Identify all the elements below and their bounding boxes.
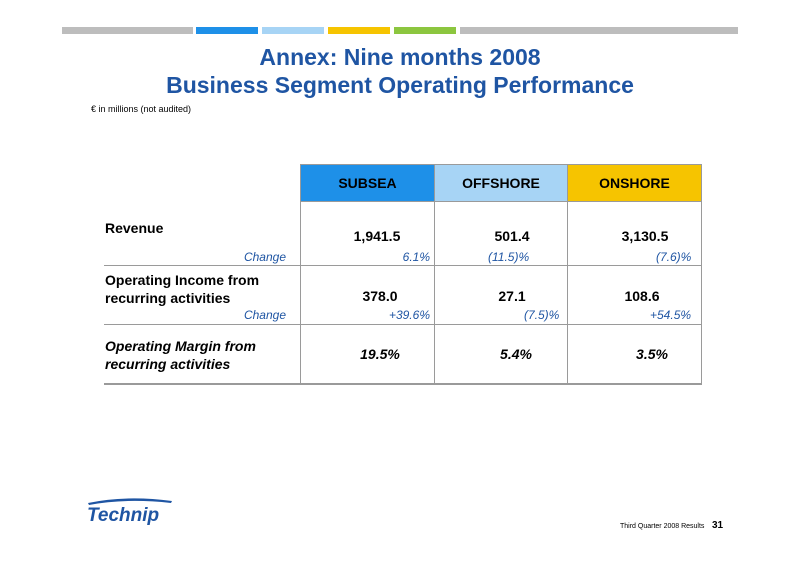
revenue-subsea: 1,941.5 xyxy=(353,228,401,244)
row1-divider xyxy=(104,265,701,266)
page-number: 31 xyxy=(712,520,724,531)
opincome-offshore: 27.1 xyxy=(498,288,526,304)
page-title-line1: Annex: Nine months 2008 xyxy=(259,44,541,70)
margin-offshore: 5.4% xyxy=(500,346,532,362)
row-label-revenue: Revenue xyxy=(105,220,164,236)
header-bottom-border xyxy=(301,201,701,202)
margin-subsea: 19.5% xyxy=(360,346,400,362)
row2-divider xyxy=(104,324,701,325)
opincome-change-offshore: (7.5)% xyxy=(524,308,560,322)
revenue-change-offshore: (11.5)% xyxy=(488,250,530,264)
col-header-offshore: OFFSHORE xyxy=(435,165,567,201)
stripe-blue xyxy=(196,27,258,34)
stripe-lightblue xyxy=(262,27,324,34)
stripe-gray-left xyxy=(62,27,193,34)
page-title-line2: Business Segment Operating Performance xyxy=(166,72,634,98)
table-top-border xyxy=(301,164,701,165)
opincome-onshore: 108.6 xyxy=(624,288,660,304)
col-divider-2 xyxy=(567,164,568,385)
col-divider-1 xyxy=(434,164,435,385)
margin-onshore: 3.5% xyxy=(636,346,668,362)
stripe-gray-right xyxy=(460,27,738,34)
footer-text: Third Quarter 2008 Results xyxy=(620,523,705,530)
technip-logo-text: Technip xyxy=(87,505,159,526)
revenue-onshore: 3,130.5 xyxy=(621,228,669,244)
col-divider-3 xyxy=(701,164,702,385)
opincome-change-subsea: +39.6% xyxy=(388,308,430,322)
opincome-change-onshore: +54.5% xyxy=(650,308,692,322)
row-label-operating-income-2: recurring activities xyxy=(105,290,231,306)
row-label-operating-income-1: Operating Income from xyxy=(105,272,260,288)
revenue-change-onshore: (7.6)% xyxy=(656,250,692,264)
revenue-change-subsea: 6.1% xyxy=(402,250,430,264)
opincome-subsea: 378.0 xyxy=(362,288,398,304)
col-divider-0 xyxy=(300,164,301,385)
col-header-onshore: ONSHORE xyxy=(568,165,701,201)
row-label-operating-margin-1: Operating Margin from xyxy=(105,338,256,354)
row-label-operating-margin-2: recurring activities xyxy=(105,356,231,372)
stripe-yellow xyxy=(328,27,390,34)
technip-logo: Technip xyxy=(87,498,172,526)
opincome-change-label: Change xyxy=(243,308,286,322)
revenue-offshore: 501.4 xyxy=(494,228,530,244)
stripe-green xyxy=(394,27,456,34)
currency-note: € in millions (not audited) xyxy=(91,104,192,114)
revenue-change-label: Change xyxy=(243,250,286,264)
col-header-subsea: SUBSEA xyxy=(301,165,434,201)
table-bottom-border xyxy=(104,383,701,385)
